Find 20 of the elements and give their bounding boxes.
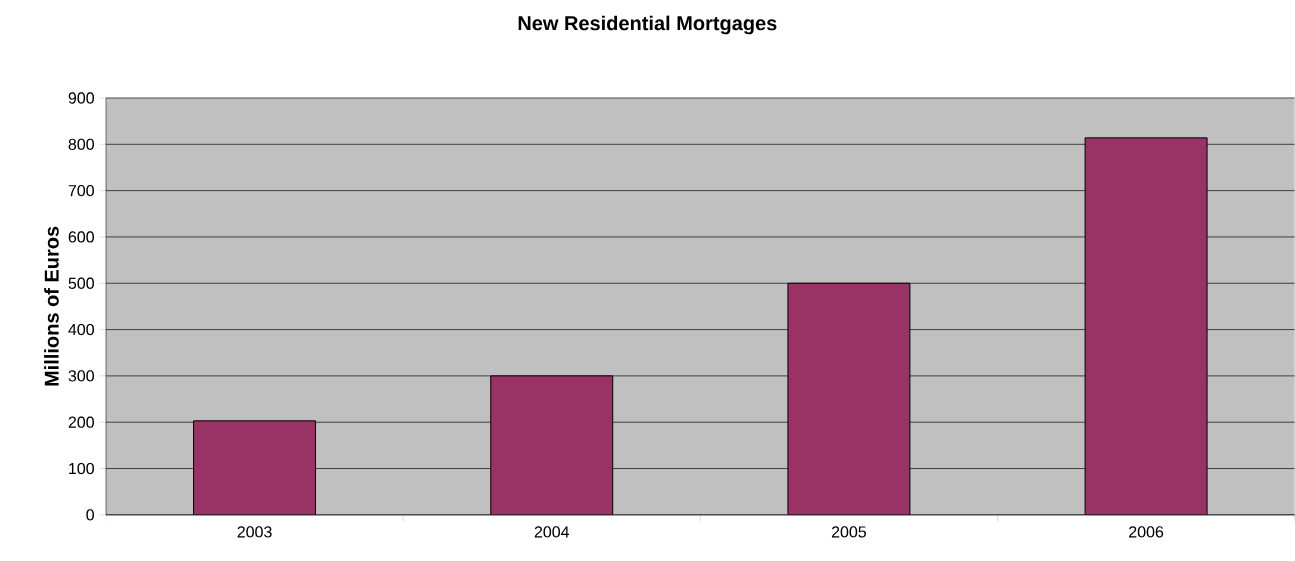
x-tick-label: 2005 [831, 526, 867, 538]
y-tick-label: 100 [69, 462, 94, 475]
x-tick-label: 2004 [534, 526, 570, 538]
y-tick-label: 200 [68, 416, 94, 428]
y-axis-title: Millions of Euros [44, 226, 59, 386]
bar [490, 375, 614, 515]
y-tick-label: 500 [68, 277, 94, 289]
bar [1084, 137, 1208, 515]
bar [193, 420, 317, 515]
y-tick-label: 900 [68, 92, 94, 104]
bar [787, 282, 911, 515]
y-tick-label: 400 [68, 324, 94, 336]
y-tick-label: 600 [68, 231, 94, 243]
y-tick-label: 300 [68, 370, 94, 382]
y-tick-label: 800 [68, 138, 94, 151]
y-tick-label: 0 [86, 509, 94, 521]
x-tick-label: 2003 [237, 526, 272, 538]
chart-title: New Residential Mortgages [518, 15, 777, 35]
y-tick-label: 700 [68, 185, 94, 197]
x-tick-label: 2006 [1129, 526, 1164, 538]
